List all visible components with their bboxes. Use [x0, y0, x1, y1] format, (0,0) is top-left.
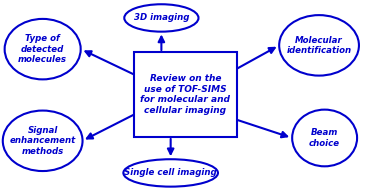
Ellipse shape — [5, 19, 81, 79]
Ellipse shape — [124, 4, 198, 32]
Ellipse shape — [123, 159, 218, 187]
Text: Molecular
identification: Molecular identification — [286, 36, 352, 55]
Text: 3D imaging: 3D imaging — [134, 13, 189, 22]
FancyBboxPatch shape — [134, 52, 237, 137]
Text: Type of
detected
molecules: Type of detected molecules — [18, 34, 67, 64]
Text: Review on the
use of TOF-SIMS
for molecular and
cellular imaging: Review on the use of TOF-SIMS for molecu… — [141, 74, 230, 115]
Text: Signal
enhancement
methods: Signal enhancement methods — [10, 126, 76, 156]
Ellipse shape — [279, 15, 359, 76]
Ellipse shape — [3, 111, 82, 171]
Ellipse shape — [292, 110, 357, 166]
Text: Single cell imaging: Single cell imaging — [124, 168, 217, 177]
Text: Beam
choice: Beam choice — [309, 128, 340, 148]
